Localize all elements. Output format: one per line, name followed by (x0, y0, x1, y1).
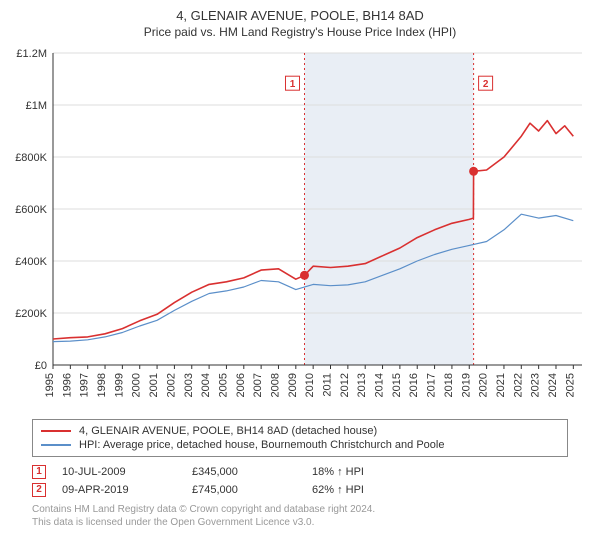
svg-text:2014: 2014 (374, 373, 386, 397)
legend-swatch (41, 430, 71, 432)
svg-text:2023: 2023 (530, 373, 542, 397)
transaction-date: 10-JUL-2009 (62, 466, 192, 478)
legend-swatch (41, 444, 71, 446)
page-container: 4, GLENAIR AVENUE, POOLE, BH14 8AD Price… (0, 0, 600, 560)
svg-text:2007: 2007 (252, 373, 264, 397)
svg-text:1999: 1999 (113, 373, 125, 397)
svg-text:2004: 2004 (200, 373, 212, 397)
svg-text:2017: 2017 (426, 373, 438, 397)
svg-text:2013: 2013 (356, 373, 368, 397)
svg-text:2016: 2016 (408, 373, 420, 397)
svg-text:1996: 1996 (61, 373, 73, 397)
footer-attribution: Contains HM Land Registry data © Crown c… (32, 503, 568, 529)
svg-text:1998: 1998 (96, 373, 108, 397)
transaction-row: 2 09-APR-2019£745,00062% ↑ HPI (32, 481, 568, 499)
svg-text:2010: 2010 (304, 373, 316, 397)
svg-text:2024: 2024 (547, 373, 559, 397)
transaction-row: 1 10-JUL-2009£345,00018% ↑ HPI (32, 463, 568, 481)
svg-text:2008: 2008 (269, 373, 281, 397)
transaction-price: £345,000 (192, 466, 312, 478)
svg-text:2021: 2021 (495, 373, 507, 397)
svg-text:£800K: £800K (15, 152, 47, 164)
svg-text:2003: 2003 (183, 373, 195, 397)
svg-text:2009: 2009 (287, 373, 299, 397)
line-chart: £0 £200K £400K £600K £800K £1M £1.2M 1995 1996 19… (8, 45, 592, 415)
legend-row: 4, GLENAIR AVENUE, POOLE, BH14 8AD (deta… (41, 424, 559, 438)
transaction-date: 09-APR-2019 (62, 484, 192, 496)
legend-box: 4, GLENAIR AVENUE, POOLE, BH14 8AD (deta… (32, 419, 568, 457)
svg-text:£1M: £1M (26, 100, 47, 112)
svg-text:2012: 2012 (339, 373, 351, 397)
legend-label: 4, GLENAIR AVENUE, POOLE, BH14 8AD (deta… (79, 425, 377, 437)
svg-text:1997: 1997 (79, 373, 91, 397)
svg-text:2006: 2006 (235, 373, 247, 397)
svg-text:2022: 2022 (512, 373, 524, 397)
footer-line-1: Contains HM Land Registry data © Crown c… (32, 503, 568, 516)
transaction-delta: 18% ↑ HPI (312, 466, 432, 478)
svg-text:1995: 1995 (44, 373, 56, 397)
svg-text:£200K: £200K (15, 308, 47, 320)
transaction-marker: 1 (32, 465, 46, 479)
transaction-price: £745,000 (192, 484, 312, 496)
svg-text:£1.2M: £1.2M (16, 48, 47, 60)
svg-text:£400K: £400K (15, 256, 47, 268)
svg-text:2015: 2015 (391, 373, 403, 397)
svg-text:2018: 2018 (443, 373, 455, 397)
svg-text:2001: 2001 (148, 373, 160, 397)
chart-subtitle: Price paid vs. HM Land Registry's House … (8, 25, 592, 39)
svg-text:2025: 2025 (564, 373, 576, 397)
footer-line-2: This data is licensed under the Open Gov… (32, 516, 568, 529)
svg-text:2020: 2020 (478, 373, 490, 397)
transaction-table: 1 10-JUL-2009£345,00018% ↑ HPI 2 09-APR-201… (32, 463, 568, 499)
chart-area: £0 £200K £400K £600K £800K £1M £1.2M 1995 1996 19… (8, 45, 592, 415)
legend-row: HPI: Average price, detached house, Bour… (41, 438, 559, 452)
transaction-delta: 62% ↑ HPI (312, 484, 432, 496)
svg-text:2002: 2002 (165, 373, 177, 397)
svg-text:2: 2 (483, 79, 489, 90)
svg-text:2019: 2019 (460, 373, 472, 397)
transaction-marker: 2 (32, 483, 46, 497)
svg-text:2005: 2005 (217, 373, 229, 397)
svg-text:£0: £0 (35, 360, 47, 372)
svg-text:1: 1 (290, 79, 296, 90)
svg-text:2011: 2011 (322, 373, 334, 397)
svg-text:£600K: £600K (15, 204, 47, 216)
svg-text:2000: 2000 (131, 373, 143, 397)
chart-title: 4, GLENAIR AVENUE, POOLE, BH14 8AD (8, 8, 592, 23)
legend-label: HPI: Average price, detached house, Bour… (79, 439, 444, 451)
